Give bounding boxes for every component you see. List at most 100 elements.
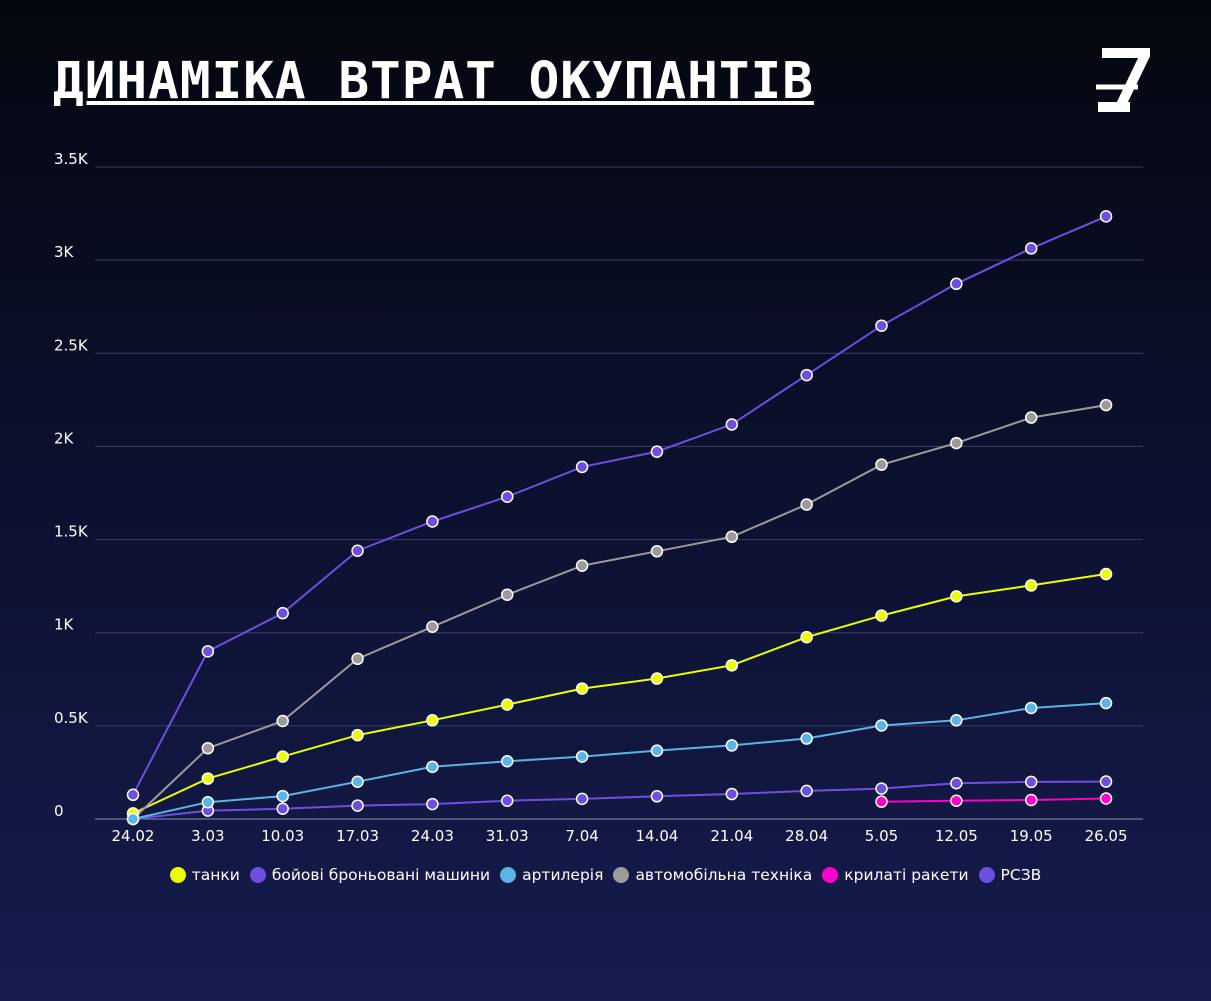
- data-point: [201, 645, 215, 658]
- x-tick-label: 10.03: [261, 827, 304, 845]
- series-line: [132, 573, 1107, 815]
- data-point: [950, 714, 963, 727]
- legend-label: крилаті ракети: [844, 866, 969, 884]
- data-point: [875, 782, 888, 795]
- data-point: [650, 445, 664, 458]
- data-point: [800, 498, 813, 511]
- data-point: [501, 698, 514, 711]
- data-point: [426, 515, 439, 528]
- data-point: [201, 741, 215, 755]
- data-point: [201, 772, 215, 785]
- data-point: [950, 436, 963, 450]
- data-point: [950, 277, 963, 291]
- data-point: [1024, 579, 1038, 592]
- series-line: [132, 215, 1107, 796]
- data-point: [501, 755, 514, 768]
- data-point: [201, 795, 215, 809]
- data-point: [426, 797, 439, 811]
- x-tick-label: 21.04: [710, 827, 753, 845]
- legend-marker: [978, 867, 995, 883]
- data-point: [650, 672, 664, 685]
- data-point: [1099, 210, 1113, 223]
- data-point: [650, 744, 664, 757]
- data-point: [1024, 411, 1038, 424]
- data-point: [875, 458, 888, 471]
- data-point: [575, 682, 589, 695]
- data-point: [950, 776, 963, 790]
- series-line: [132, 702, 1107, 820]
- x-tick-label: 19.05: [1010, 827, 1053, 845]
- data-point: [351, 775, 364, 788]
- x-tick-label: 5.05: [865, 827, 898, 845]
- data-point: [1099, 398, 1113, 412]
- data-point: [351, 728, 364, 742]
- data-point: [426, 620, 439, 634]
- data-point: [1099, 696, 1113, 710]
- data-point: [725, 659, 739, 672]
- legend-marker: [249, 867, 266, 883]
- data-point: [351, 799, 364, 812]
- y-tick-label: 3.5K: [54, 150, 89, 168]
- x-tick-label: 24.02: [112, 827, 155, 845]
- data-point: [276, 606, 289, 620]
- x-tick-label: 28.04: [785, 827, 828, 845]
- data-point: [1099, 792, 1113, 805]
- data-point: [351, 652, 364, 666]
- legend-item: артилерія: [500, 866, 603, 884]
- data-point: [950, 794, 963, 807]
- data-point: [1099, 567, 1113, 581]
- data-point: [276, 750, 289, 763]
- data-point: [126, 788, 140, 802]
- chart-legend: танки бойові броньовані машини артилерія ав…: [0, 866, 1211, 884]
- x-tick-label: 26.05: [1085, 827, 1128, 845]
- y-tick-label: 1K: [54, 616, 75, 634]
- data-point: [1099, 775, 1113, 788]
- data-point: [800, 368, 813, 382]
- data-point: [875, 609, 888, 622]
- legend-marker: [169, 867, 186, 883]
- data-point: [575, 750, 589, 763]
- data-point: [575, 460, 589, 474]
- legend-item: автомобільна техніка: [613, 866, 812, 884]
- series-line: [881, 797, 1107, 803]
- data-point: [501, 794, 514, 807]
- data-point: [1024, 775, 1038, 789]
- data-point: [426, 714, 439, 727]
- data-point: [650, 545, 664, 558]
- legend-marker: [613, 867, 630, 883]
- data-point: [575, 559, 589, 572]
- legend-item: бойові броньовані машини: [249, 866, 491, 884]
- x-tick-label: 24.03: [411, 827, 454, 845]
- legend-label: РСЗВ: [1000, 866, 1042, 884]
- data-point: [501, 490, 514, 503]
- x-tick-label: 17.03: [336, 827, 379, 845]
- data-point: [725, 418, 739, 431]
- data-point: [501, 588, 514, 601]
- legend-label: бойові броньовані машини: [271, 866, 491, 884]
- x-tick-label: 14.04: [635, 827, 678, 845]
- series-line: [132, 404, 1107, 820]
- data-point: [725, 739, 739, 752]
- z-logo-icon: [1090, 47, 1154, 117]
- data-point: [725, 787, 739, 801]
- legend-item: танки: [169, 866, 240, 884]
- line-chart: 0 0.5K 1K 1.5K 2K 2.5K 3K 3.5K 24.02 3.03 10.03 17.…: [54, 150, 1143, 845]
- x-tick-label: 3.03: [191, 827, 224, 845]
- data-point: [950, 590, 963, 603]
- data-point: [1024, 701, 1038, 715]
- data-point: [800, 784, 813, 798]
- data-point: [875, 795, 888, 808]
- data-point: [650, 790, 664, 803]
- data-point: [725, 530, 739, 544]
- legend-label: автомобільна техніка: [635, 866, 813, 884]
- legend-item: РСЗВ: [978, 866, 1042, 884]
- data-point: [276, 802, 289, 816]
- legend-item: крилаті ракети: [822, 866, 969, 884]
- data-point: [1024, 793, 1038, 807]
- legend-marker: [500, 867, 517, 883]
- data-point: [800, 732, 813, 745]
- chart-title: ДИНАМІКА ВТРАТ ОКУПАНТІВ: [53, 52, 814, 111]
- y-tick-label: 0.5K: [54, 709, 89, 727]
- y-tick-label: 2.5K: [54, 336, 89, 354]
- data-point: [875, 319, 888, 332]
